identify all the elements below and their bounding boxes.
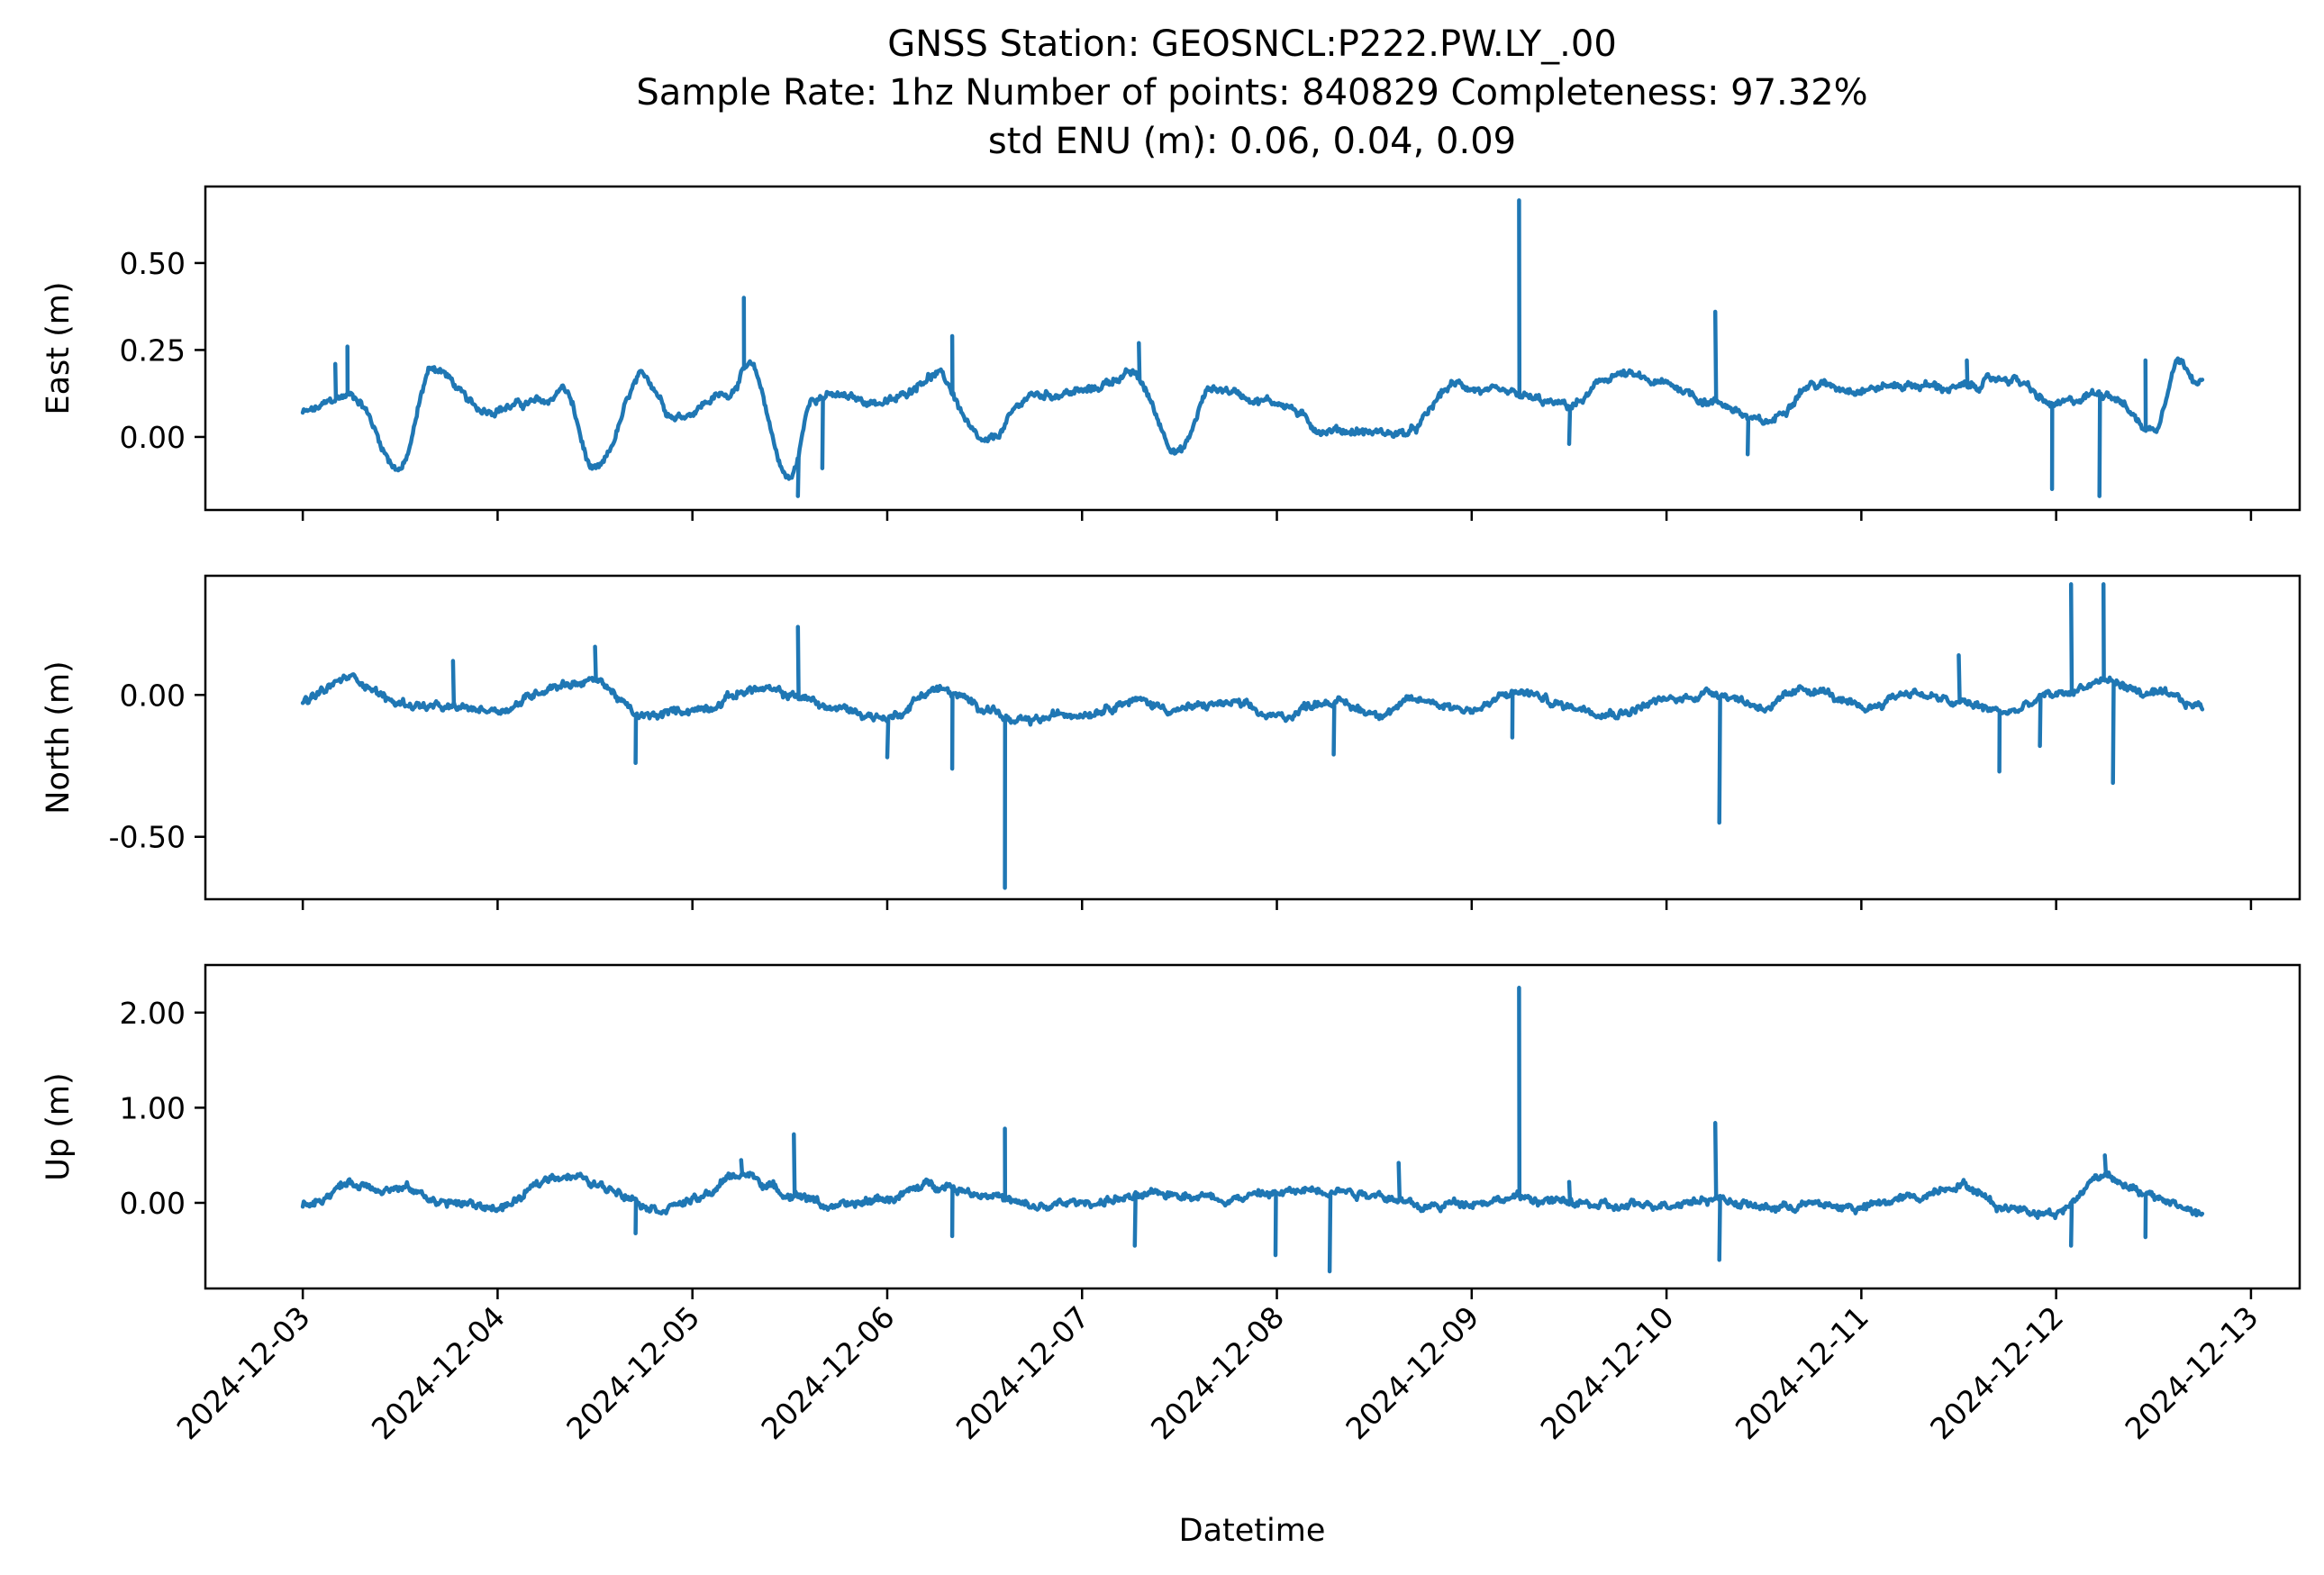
title-line-2: Sample Rate: 1hz Number of points: 84082… (636, 72, 1867, 114)
east-ylabel: East (m) (41, 281, 77, 414)
north-ytick-label: 0.00 (120, 678, 186, 713)
up-ytick-label: 1.00 (120, 1090, 186, 1125)
east-series-line (300, 198, 2205, 498)
east-ytick-label: 0.50 (120, 246, 186, 281)
up-axes-frame (204, 963, 2301, 1290)
title-line-1: GNSS Station: GEOSNCL:P222.PW.LY_.00 (887, 23, 1617, 65)
up-ytick-label: 0.00 (120, 1186, 186, 1221)
north-ytick-label: -0.50 (109, 820, 186, 855)
up-ytick-label: 2.00 (120, 996, 186, 1031)
up-ylabel: Up (m) (41, 1072, 77, 1180)
north-axes-frame (204, 574, 2301, 901)
north-series-line (300, 582, 2205, 890)
north-ylabel: North (m) (41, 660, 77, 814)
up-series-line (300, 986, 2205, 1274)
east-ytick-label: 0.25 (120, 332, 186, 368)
panel-east: 0.00 0.25 0.50 East (m) (41, 185, 2301, 521)
east-ytick-label: 0.00 (120, 420, 186, 455)
panel-north: 0.00 -0.50 North (m) (41, 574, 2301, 910)
panel-up: 0.00 1.00 2.00 Up (m) (41, 963, 2301, 1299)
east-axes-frame (204, 185, 2301, 512)
title-line-3: std ENU (m): 0.06, 0.04, 0.09 (988, 121, 1516, 162)
x-axis-label: Datetime (1179, 1513, 1326, 1549)
